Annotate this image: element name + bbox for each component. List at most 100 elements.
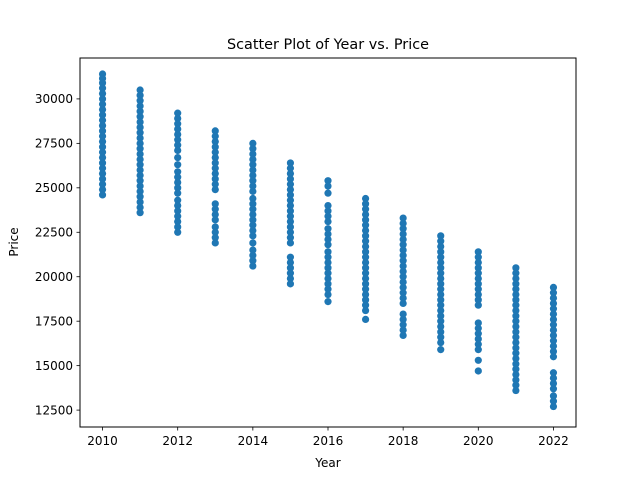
scatter-point [474,274,482,283]
scatter-point [211,153,219,162]
scatter-point [361,216,370,224]
scatter-point [361,194,370,203]
scatter-point [474,330,482,338]
scatter-point [474,346,482,354]
scatter-point [174,178,182,187]
scatter-point [512,290,520,299]
scatter-point [474,296,482,304]
scatter-point [324,230,332,238]
scatter-point [437,258,445,267]
scatter-point [549,321,558,329]
scatter-point [286,269,295,277]
x-tick-label: 2014 [238,434,269,448]
scatter-point [211,180,219,188]
scatter-point [98,148,107,156]
scatter-point [211,239,219,247]
scatter-point [549,310,558,318]
scatter-point [98,100,107,108]
scatter-point [512,333,520,341]
scatter-point [249,139,257,147]
scatter-point [136,203,144,211]
x-tick-label: 2020 [463,434,494,448]
scatter-point [324,264,332,272]
scatter-point [399,241,407,249]
scatter-point [98,164,107,172]
scatter-point [361,290,370,299]
scatter-point [437,312,445,320]
scatter-point [324,274,332,283]
scatter-point [174,136,182,144]
scatter-point [211,148,219,156]
scatter-point [324,258,332,267]
scatter-point [361,205,370,213]
scatter-point [512,338,520,347]
scatter-point [512,280,520,288]
scatter-point [474,367,482,375]
scatter-point [399,257,407,265]
scatter-point [437,269,445,277]
scatter-point [361,301,370,309]
scatter-point [211,132,219,140]
scatter-point [249,161,257,169]
scatter-point [211,159,219,167]
scatter-point [286,207,295,215]
scatter-point [512,274,520,283]
scatter-point [361,237,370,245]
scatter-point [211,143,219,151]
scatter-point [549,347,558,356]
y-tick-label: 20000 [35,270,73,284]
scatter-point [399,230,407,238]
scatter-point [361,264,370,272]
scatter-point [286,212,295,220]
scatter-point [399,321,407,329]
scatter-point [136,193,144,201]
scatter-point [286,234,295,242]
scatter-point [249,187,257,195]
y-tick-label: 15000 [35,359,73,373]
scatter-point [211,175,219,183]
x-axis-label: Year [314,456,340,470]
scatter-point [399,273,407,281]
scatter-point [474,269,482,277]
scatter-point [437,274,445,283]
scatter-point [474,356,482,364]
scatter-point [136,113,144,121]
scatter-point [136,177,144,185]
scatter-point [324,298,332,306]
scatter-point [286,164,295,172]
scatter-point [136,198,144,206]
scatter-point [361,306,370,315]
scatter-point [98,127,107,135]
scatter-point [324,212,332,220]
scatter-point [136,155,144,163]
scatter-point [249,246,257,254]
scatter-point [136,145,144,153]
scatter-point [324,241,332,249]
scatter-point [174,125,182,133]
scatter-point [174,184,182,192]
scatter-point [286,239,295,247]
scatter-point [249,182,257,190]
scatter-point [249,171,257,179]
scatter-point [512,306,520,315]
scatter-point [174,218,182,226]
scatter-point [136,182,144,190]
scatter-point [249,145,257,153]
scatter-point [512,365,520,373]
scatter-point [211,137,219,146]
scatter-point [437,264,445,272]
scatter-point [512,344,520,352]
scatter-point [399,267,407,275]
scatter-point [249,232,257,240]
scatter-point [211,223,219,231]
scatter-point [324,280,332,288]
scatter-point [474,301,482,309]
scatter-point [249,166,257,174]
scatter-point [512,296,520,304]
scatter-point [399,289,407,297]
scatter-point [324,225,332,233]
scatter-point [437,346,445,354]
scatter-point [174,146,182,155]
scatter-point [399,251,407,259]
scatter-point [249,150,257,158]
